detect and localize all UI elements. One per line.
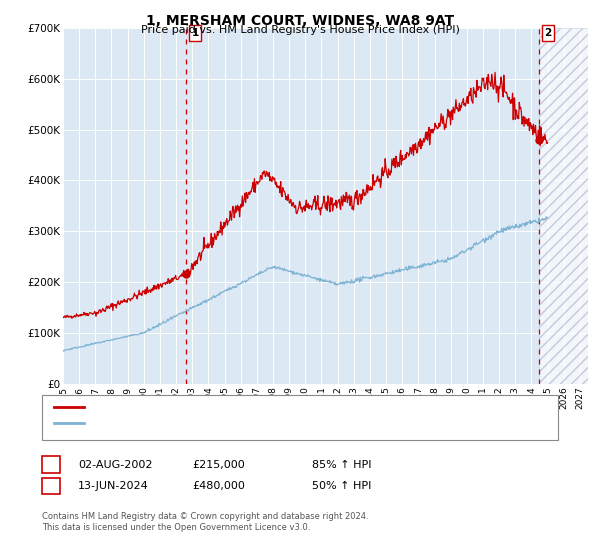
Text: 02-AUG-2002: 02-AUG-2002 — [78, 460, 152, 470]
Text: £480,000: £480,000 — [192, 481, 245, 491]
Bar — [539, 28, 588, 384]
Text: 1, MERSHAM COURT, WIDNES, WA8 9AT (detached house): 1, MERSHAM COURT, WIDNES, WA8 9AT (detac… — [93, 402, 394, 412]
Text: £215,000: £215,000 — [192, 460, 245, 470]
Text: Contains HM Land Registry data © Crown copyright and database right 2024.
This d: Contains HM Land Registry data © Crown c… — [42, 512, 368, 532]
Text: 2: 2 — [544, 28, 551, 38]
Text: 50% ↑ HPI: 50% ↑ HPI — [312, 481, 371, 491]
Text: 1, MERSHAM COURT, WIDNES, WA8 9AT: 1, MERSHAM COURT, WIDNES, WA8 9AT — [146, 14, 454, 28]
Text: HPI: Average price, detached house, Halton: HPI: Average price, detached house, Halt… — [93, 418, 320, 428]
Text: 1: 1 — [191, 28, 199, 38]
Text: Price paid vs. HM Land Registry's House Price Index (HPI): Price paid vs. HM Land Registry's House … — [140, 25, 460, 35]
Text: 1: 1 — [47, 460, 55, 470]
Text: 2: 2 — [47, 481, 55, 491]
Text: 13-JUN-2024: 13-JUN-2024 — [78, 481, 149, 491]
Text: 85% ↑ HPI: 85% ↑ HPI — [312, 460, 371, 470]
